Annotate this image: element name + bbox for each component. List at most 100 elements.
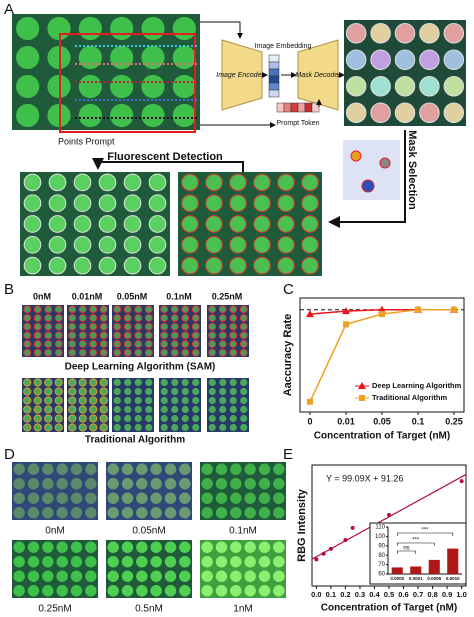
shape bbox=[33, 423, 42, 432]
shape bbox=[89, 378, 98, 387]
shape bbox=[171, 378, 179, 387]
shape bbox=[42, 492, 54, 504]
shape bbox=[107, 492, 119, 504]
shape bbox=[160, 378, 168, 387]
shape bbox=[443, 102, 465, 124]
shape bbox=[229, 396, 237, 405]
shape bbox=[229, 173, 247, 192]
shape bbox=[134, 423, 142, 432]
shape bbox=[27, 585, 40, 597]
shape bbox=[56, 541, 68, 553]
shape bbox=[22, 378, 64, 432]
shape bbox=[99, 322, 108, 331]
shape bbox=[89, 340, 98, 348]
shape bbox=[89, 348, 98, 357]
x-tick-label: 0.0 bbox=[311, 590, 321, 599]
shape bbox=[297, 39, 339, 111]
shape bbox=[179, 585, 191, 597]
shape bbox=[121, 541, 134, 553]
shape bbox=[277, 194, 295, 213]
shape bbox=[179, 492, 191, 504]
shape bbox=[54, 305, 63, 314]
shape bbox=[23, 305, 32, 314]
panel-label: D bbox=[4, 446, 15, 463]
shape bbox=[229, 387, 237, 396]
shape bbox=[54, 396, 63, 405]
label: Mask Decoder bbox=[295, 72, 341, 79]
shape bbox=[56, 585, 68, 597]
shape bbox=[268, 61, 280, 70]
y-axis-label: Aaccuracy Rate bbox=[282, 314, 294, 397]
shape bbox=[44, 387, 53, 396]
shape bbox=[191, 322, 200, 331]
shape bbox=[218, 314, 227, 322]
shape bbox=[123, 256, 142, 275]
shape bbox=[13, 585, 25, 597]
shape bbox=[345, 22, 367, 44]
shape bbox=[144, 305, 153, 314]
marker bbox=[343, 321, 349, 328]
shape bbox=[273, 570, 285, 582]
shape bbox=[164, 478, 177, 490]
marker bbox=[378, 305, 386, 313]
shape bbox=[136, 507, 148, 519]
shape bbox=[179, 556, 191, 568]
marker bbox=[451, 306, 457, 313]
shape bbox=[181, 235, 199, 254]
shape bbox=[208, 423, 216, 432]
shape bbox=[170, 348, 179, 357]
shape bbox=[239, 348, 248, 357]
label: Mask Selection bbox=[406, 130, 418, 210]
panel-label: C bbox=[283, 281, 294, 298]
shape bbox=[89, 331, 98, 340]
shape bbox=[148, 256, 167, 275]
shape bbox=[27, 507, 40, 519]
concentration-label: 0.25nM bbox=[212, 291, 243, 301]
shape bbox=[54, 340, 63, 348]
shape bbox=[229, 215, 247, 233]
shape bbox=[70, 507, 83, 519]
marker bbox=[379, 311, 385, 318]
shape bbox=[68, 340, 77, 348]
shape bbox=[171, 423, 179, 432]
label: Points Prompt bbox=[58, 136, 115, 146]
shape bbox=[205, 194, 223, 213]
shape bbox=[23, 331, 32, 340]
shape bbox=[13, 507, 25, 519]
shape bbox=[144, 340, 153, 348]
shape bbox=[160, 340, 169, 348]
y-axis-label: RBG Intensity bbox=[296, 488, 308, 562]
shape bbox=[27, 478, 40, 490]
x-tick-label: 0.01 bbox=[337, 416, 355, 426]
shape bbox=[201, 463, 213, 475]
shape bbox=[12, 14, 200, 130]
bracket bbox=[396, 550, 417, 554]
shape bbox=[148, 215, 167, 233]
shape bbox=[150, 570, 162, 582]
shape bbox=[205, 256, 223, 275]
shape bbox=[121, 585, 134, 597]
shape bbox=[54, 387, 63, 396]
shape bbox=[181, 305, 190, 314]
shape bbox=[277, 173, 295, 192]
shape bbox=[54, 405, 63, 414]
shape bbox=[160, 387, 168, 396]
shape bbox=[240, 396, 248, 405]
shape bbox=[208, 405, 216, 414]
shape bbox=[215, 492, 228, 504]
shape bbox=[78, 348, 87, 357]
shape bbox=[229, 322, 238, 331]
shape bbox=[54, 322, 63, 331]
shape bbox=[218, 305, 227, 314]
x-tick-label: 0.4 bbox=[369, 590, 380, 599]
annotation: ns bbox=[403, 546, 409, 552]
shape bbox=[56, 507, 68, 519]
shape bbox=[394, 102, 416, 124]
shape bbox=[230, 585, 242, 597]
shape bbox=[160, 414, 168, 423]
x-tick-label: 1.0 bbox=[456, 590, 466, 599]
shape bbox=[297, 102, 306, 113]
shape bbox=[229, 348, 238, 357]
concentration-label: 0.1nM bbox=[166, 291, 192, 301]
shape bbox=[230, 463, 242, 475]
